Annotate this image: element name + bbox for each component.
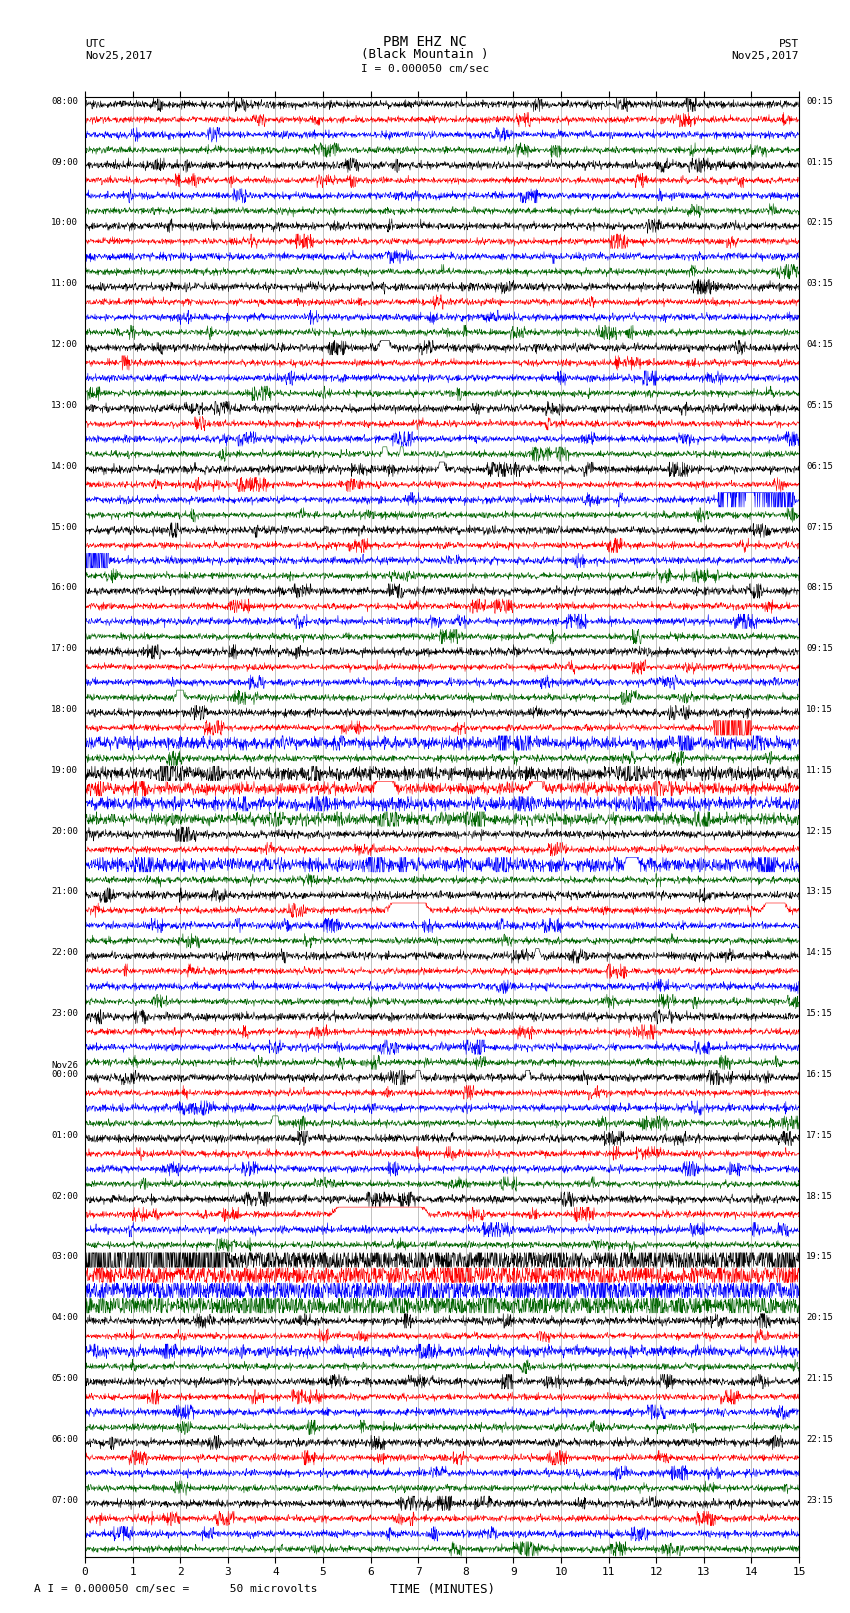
Text: 14:15: 14:15 xyxy=(806,948,833,957)
Text: 04:15: 04:15 xyxy=(806,340,833,348)
Text: PST: PST xyxy=(779,39,799,50)
Text: 14:00: 14:00 xyxy=(51,461,78,471)
Text: 00:00: 00:00 xyxy=(51,1069,78,1079)
Text: 20:00: 20:00 xyxy=(51,826,78,836)
Text: 15:15: 15:15 xyxy=(806,1010,833,1018)
Text: 12:00: 12:00 xyxy=(51,340,78,348)
Text: Nov25,2017: Nov25,2017 xyxy=(732,52,799,61)
Text: 05:00: 05:00 xyxy=(51,1374,78,1382)
Text: 16:15: 16:15 xyxy=(806,1069,833,1079)
Text: 09:00: 09:00 xyxy=(51,158,78,166)
Text: A I = 0.000050 cm/sec =      50 microvolts: A I = 0.000050 cm/sec = 50 microvolts xyxy=(34,1584,318,1594)
Text: 08:00: 08:00 xyxy=(51,97,78,106)
Text: 17:00: 17:00 xyxy=(51,644,78,653)
Text: Nov25,2017: Nov25,2017 xyxy=(85,52,152,61)
Text: 06:00: 06:00 xyxy=(51,1436,78,1444)
Text: 09:15: 09:15 xyxy=(806,644,833,653)
Text: Nov26: Nov26 xyxy=(51,1061,78,1069)
Text: 23:15: 23:15 xyxy=(806,1495,833,1505)
X-axis label: TIME (MINUTES): TIME (MINUTES) xyxy=(389,1582,495,1595)
Text: 13:15: 13:15 xyxy=(806,887,833,897)
Text: 07:00: 07:00 xyxy=(51,1495,78,1505)
Text: 10:15: 10:15 xyxy=(806,705,833,715)
Text: 08:15: 08:15 xyxy=(806,584,833,592)
Text: 03:15: 03:15 xyxy=(806,279,833,289)
Text: 19:00: 19:00 xyxy=(51,766,78,774)
Text: 23:00: 23:00 xyxy=(51,1010,78,1018)
Text: 22:00: 22:00 xyxy=(51,948,78,957)
Text: 01:15: 01:15 xyxy=(806,158,833,166)
Text: 21:00: 21:00 xyxy=(51,887,78,897)
Text: I = 0.000050 cm/sec: I = 0.000050 cm/sec xyxy=(361,65,489,74)
Text: 06:15: 06:15 xyxy=(806,461,833,471)
Text: 01:00: 01:00 xyxy=(51,1131,78,1140)
Text: 15:00: 15:00 xyxy=(51,523,78,532)
Text: 19:15: 19:15 xyxy=(806,1252,833,1261)
Text: 00:15: 00:15 xyxy=(806,97,833,106)
Text: 17:15: 17:15 xyxy=(806,1131,833,1140)
Text: 21:15: 21:15 xyxy=(806,1374,833,1382)
Text: 22:15: 22:15 xyxy=(806,1436,833,1444)
Text: 03:00: 03:00 xyxy=(51,1252,78,1261)
Text: 02:15: 02:15 xyxy=(806,218,833,227)
Text: UTC: UTC xyxy=(85,39,105,50)
Text: 12:15: 12:15 xyxy=(806,826,833,836)
Text: 16:00: 16:00 xyxy=(51,584,78,592)
Text: 02:00: 02:00 xyxy=(51,1192,78,1200)
Text: (Black Mountain ): (Black Mountain ) xyxy=(361,48,489,61)
Text: 11:15: 11:15 xyxy=(806,766,833,774)
Text: 11:00: 11:00 xyxy=(51,279,78,289)
Text: 18:15: 18:15 xyxy=(806,1192,833,1200)
Text: 20:15: 20:15 xyxy=(806,1313,833,1323)
Text: 04:00: 04:00 xyxy=(51,1313,78,1323)
Text: 18:00: 18:00 xyxy=(51,705,78,715)
Text: 05:15: 05:15 xyxy=(806,402,833,410)
Text: 10:00: 10:00 xyxy=(51,218,78,227)
Text: 13:00: 13:00 xyxy=(51,402,78,410)
Text: 07:15: 07:15 xyxy=(806,523,833,532)
Text: PBM EHZ NC: PBM EHZ NC xyxy=(383,35,467,50)
